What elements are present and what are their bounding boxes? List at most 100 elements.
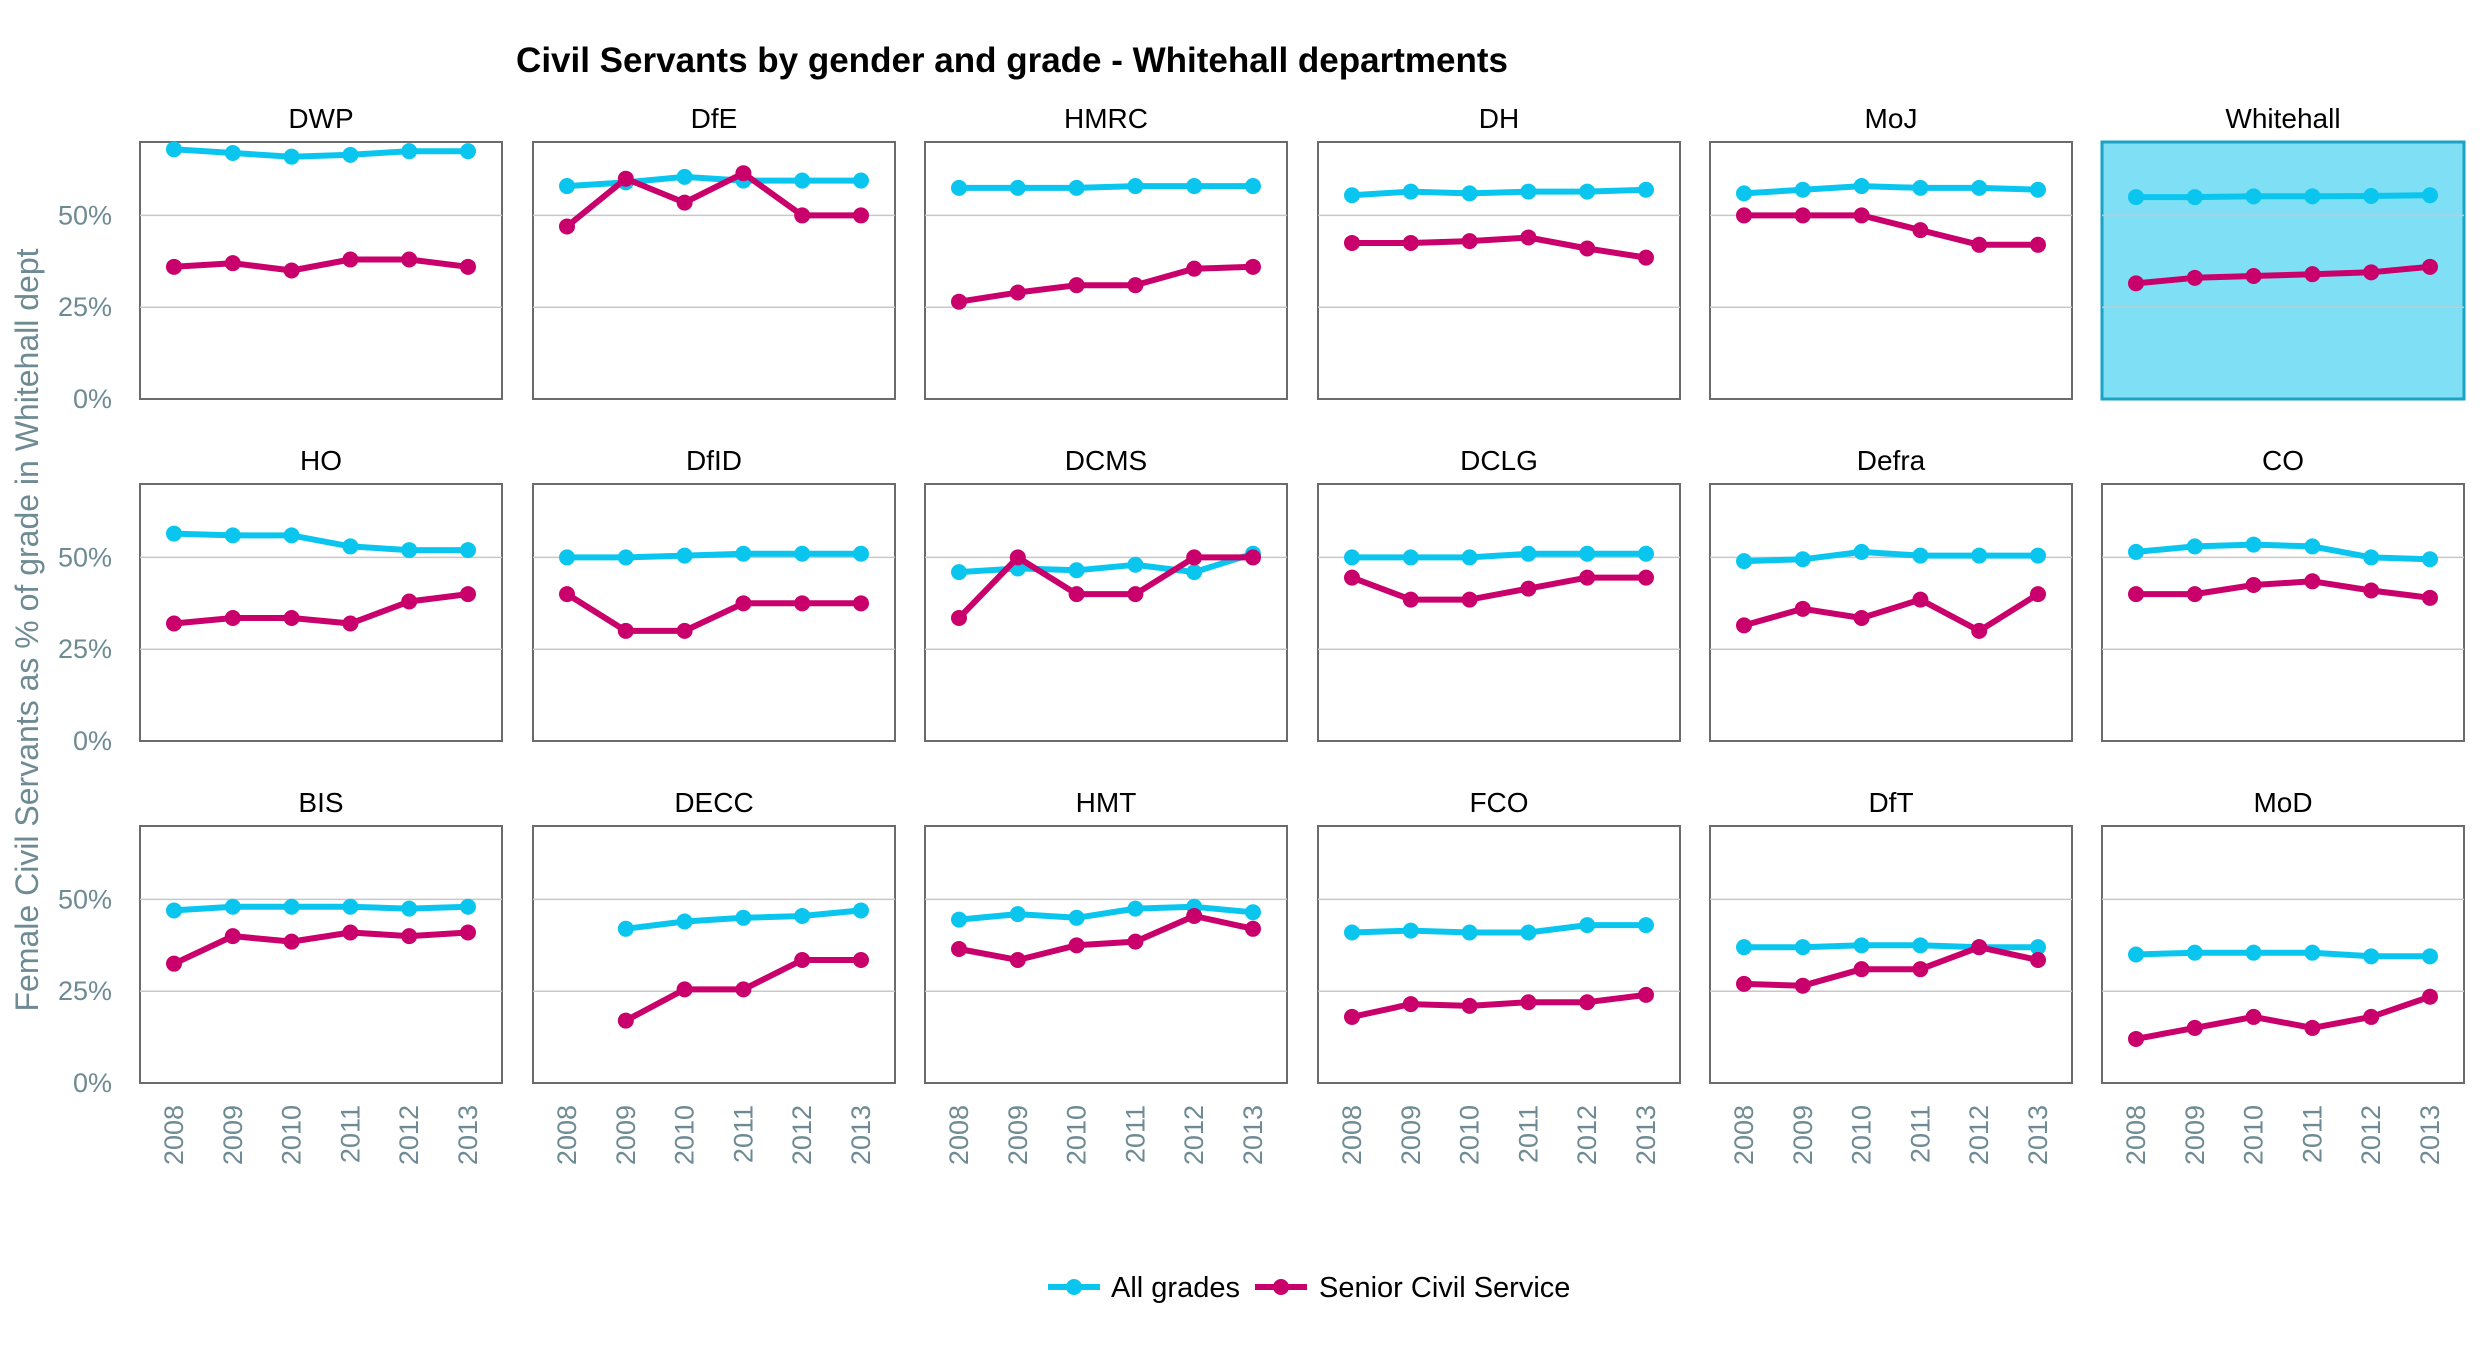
data-point-all-grades xyxy=(1520,183,1537,200)
data-point-senior-civil-service xyxy=(1736,975,1752,992)
series-line-all-grades xyxy=(1349,550,1649,561)
data-point-senior-civil-service xyxy=(460,586,476,603)
data-point-all-grades xyxy=(283,148,300,165)
data-point-senior-civil-service xyxy=(2363,582,2380,599)
data-point-senior-civil-service xyxy=(283,933,300,950)
panel-defra: Defra xyxy=(1709,445,2073,742)
panel-title: HMT xyxy=(1076,787,1137,818)
data-point-senior-civil-service xyxy=(2363,1008,2380,1025)
data-point-all-grades xyxy=(283,898,300,915)
panel-frame xyxy=(1709,141,2073,400)
data-point-all-grades xyxy=(2245,536,2262,553)
data-point-senior-civil-service xyxy=(2128,1030,2144,1047)
data-point-all-grades xyxy=(1794,181,1811,198)
legend-senior-label: Senior Civil Service xyxy=(1319,1272,1570,1304)
x-tick-label: 2010 xyxy=(670,1105,700,1165)
data-point-all-grades xyxy=(853,172,869,189)
data-point-all-grades xyxy=(1344,924,1360,941)
data-point-all-grades xyxy=(1068,179,1085,196)
data-point-senior-civil-service xyxy=(1402,996,1419,1013)
data-point-senior-civil-service xyxy=(1009,952,1026,969)
data-point-all-grades xyxy=(1245,178,1261,195)
data-point-senior-civil-service xyxy=(2186,269,2203,286)
data-point-senior-civil-service xyxy=(735,165,752,182)
data-point-all-grades xyxy=(1402,183,1419,200)
data-point-all-grades xyxy=(283,527,300,544)
data-point-all-grades xyxy=(1245,904,1261,921)
panel-title: MoJ xyxy=(1865,103,1918,134)
panel-co: CO xyxy=(2101,445,2465,742)
data-point-all-grades xyxy=(1638,181,1654,198)
series-line-senior-civil-service xyxy=(171,929,471,967)
y-tick-label: 0% xyxy=(73,726,112,756)
data-point-senior-civil-service xyxy=(401,928,418,945)
data-point-all-grades xyxy=(951,564,967,581)
data-point-senior-civil-service xyxy=(166,258,182,275)
series-line-all-grades xyxy=(1741,548,2041,565)
data-point-all-grades xyxy=(1853,178,1870,195)
data-point-all-grades xyxy=(2422,187,2438,204)
x-tick-label: 2009 xyxy=(1788,1105,1818,1165)
data-point-senior-civil-service xyxy=(401,251,418,268)
data-point-all-grades xyxy=(735,545,752,562)
data-point-senior-civil-service xyxy=(735,981,752,998)
data-point-senior-civil-service xyxy=(1009,284,1026,301)
data-point-senior-civil-service xyxy=(1579,994,1596,1011)
data-point-all-grades xyxy=(224,145,241,162)
panel-title: DfE xyxy=(691,103,738,134)
data-point-senior-civil-service xyxy=(1344,234,1360,251)
panel-frame xyxy=(924,141,1288,400)
data-point-senior-civil-service xyxy=(342,615,359,632)
data-point-senior-civil-service xyxy=(617,170,634,187)
data-point-all-grades xyxy=(2128,946,2144,963)
data-point-senior-civil-service xyxy=(1794,600,1811,617)
data-point-all-grades xyxy=(2363,948,2380,965)
panel-title: DWP xyxy=(288,103,353,134)
legend-all-grades-marker xyxy=(1066,1279,1082,1295)
x-tick-label: 2013 xyxy=(2415,1105,2445,1165)
data-point-all-grades xyxy=(559,549,575,566)
data-point-senior-civil-service xyxy=(2030,952,2046,969)
panel-hmt: HMT 2008 2009 2010 2011 2012 2013 xyxy=(924,787,1288,1165)
panel-bis: BIS 0% 25% 50% 2008 2009 2010 2011 2012 2013 xyxy=(58,787,503,1165)
panel-title: DCLG xyxy=(1460,445,1538,476)
data-point-all-grades xyxy=(1344,187,1360,204)
series-line-all-grades xyxy=(956,903,1256,923)
data-point-senior-civil-service xyxy=(2128,586,2144,603)
panel-whitehall: Whitehall xyxy=(2100,103,2466,401)
panel-dwp: DWP 0% 25% 50% xyxy=(58,103,503,414)
data-point-senior-civil-service xyxy=(1009,549,1026,566)
panel-title: CO xyxy=(2262,445,2304,476)
data-point-all-grades xyxy=(1186,564,1203,581)
panel-moj: MoJ xyxy=(1709,103,2073,400)
data-point-senior-civil-service xyxy=(1245,258,1261,275)
data-point-all-grades xyxy=(2186,189,2203,206)
data-point-all-grades xyxy=(676,547,693,564)
panel-title: DH xyxy=(1479,103,1519,134)
data-point-senior-civil-service xyxy=(166,955,182,972)
data-point-senior-civil-service xyxy=(166,615,182,632)
data-point-all-grades xyxy=(951,179,967,196)
data-point-senior-civil-service xyxy=(1971,236,1988,253)
data-point-all-grades xyxy=(1068,909,1085,926)
data-point-senior-civil-service xyxy=(1127,586,1144,603)
data-point-senior-civil-service xyxy=(460,258,476,275)
data-point-all-grades xyxy=(2363,187,2380,204)
series-line-all-grades xyxy=(1741,183,2041,197)
series-line-senior-civil-service xyxy=(2133,263,2433,287)
x-tick-label: 2012 xyxy=(1572,1105,1602,1165)
x-tick-label: 2012 xyxy=(1964,1105,1994,1165)
data-point-all-grades xyxy=(401,143,418,160)
data-point-senior-civil-service xyxy=(853,207,869,224)
series-line-senior-civil-service xyxy=(956,554,1256,621)
series-line-senior-civil-service xyxy=(2133,993,2433,1042)
data-point-senior-civil-service xyxy=(1245,549,1261,566)
y-tick-label: 25% xyxy=(58,292,112,322)
data-point-senior-civil-service xyxy=(1794,207,1811,224)
y-tick-label: 25% xyxy=(58,976,112,1006)
panel-frame xyxy=(532,825,896,1084)
data-point-senior-civil-service xyxy=(1794,977,1811,994)
data-point-all-grades xyxy=(794,545,811,562)
data-point-all-grades xyxy=(1127,900,1144,917)
